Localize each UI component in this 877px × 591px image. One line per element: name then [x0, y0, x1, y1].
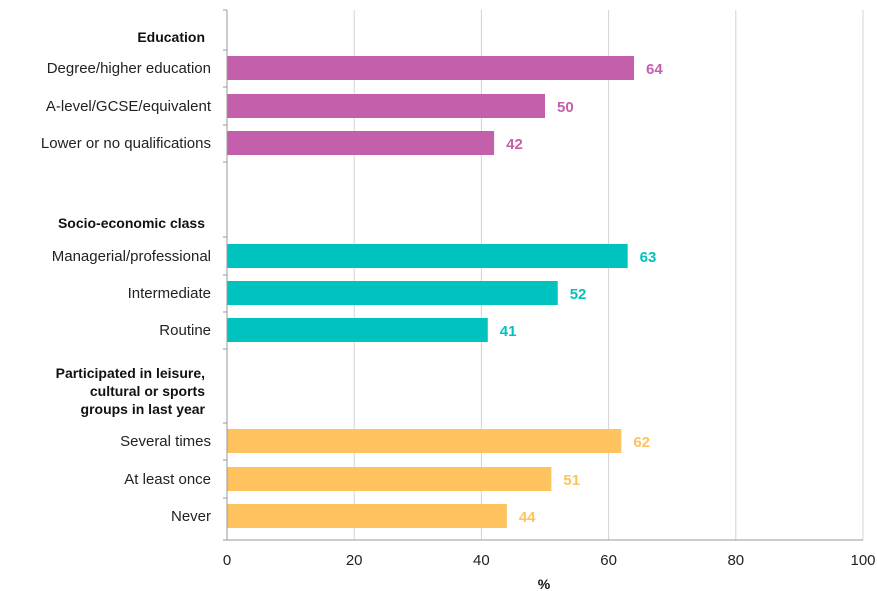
data-label: 52: [570, 286, 587, 303]
category-label: Managerial/professional: [52, 248, 211, 265]
group-label: Socio-economic class: [58, 215, 205, 231]
x-tick-label-80: 80: [727, 552, 744, 569]
gridlines: [353, 10, 864, 540]
group-label: Participated in leisure,: [56, 365, 205, 381]
group-label: groups in last year: [81, 401, 206, 417]
bar: [227, 131, 495, 155]
bar: [227, 94, 545, 118]
category-label: Never: [171, 508, 211, 525]
data-label: 64: [646, 61, 663, 78]
category-label: Routine: [159, 322, 211, 339]
category-label: Lower or no qualifications: [41, 135, 211, 152]
data-label: 50: [557, 99, 574, 116]
bar: [227, 281, 558, 305]
bar: [227, 56, 635, 80]
category-label: A-level/GCSE/equivalent: [46, 98, 212, 115]
data-label: 44: [519, 509, 536, 526]
bars: [227, 56, 635, 528]
x-tick-label-40: 40: [473, 552, 490, 569]
bar: [227, 244, 628, 268]
x-axis: 0 20 40 60 80 100%: [223, 9, 876, 591]
category-label: Intermediate: [128, 285, 211, 302]
bar: [227, 429, 622, 453]
data-label: 42: [506, 136, 523, 153]
bar: [227, 467, 552, 491]
x-tick-label-0: 0: [223, 552, 231, 569]
group-label: Education: [137, 29, 205, 45]
x-tick-label-60: 60: [600, 552, 617, 569]
bar: [227, 318, 488, 342]
x-tick-label-20: 20: [346, 552, 363, 569]
data-label: 62: [633, 434, 650, 451]
x-tick-label-100: 100: [850, 552, 875, 569]
data-label: 51: [563, 472, 580, 489]
bar: [227, 504, 507, 528]
x-axis-title: %: [538, 576, 551, 591]
category-labels: Education Degree/higher education 64 A-leve…: [41, 29, 663, 526]
data-label: 41: [500, 323, 517, 340]
category-label: Several times: [120, 433, 211, 450]
category-label: At least once: [124, 471, 211, 488]
category-label: Degree/higher education: [47, 60, 211, 77]
group-label: cultural or sports: [90, 383, 205, 399]
data-label: 63: [640, 249, 657, 266]
